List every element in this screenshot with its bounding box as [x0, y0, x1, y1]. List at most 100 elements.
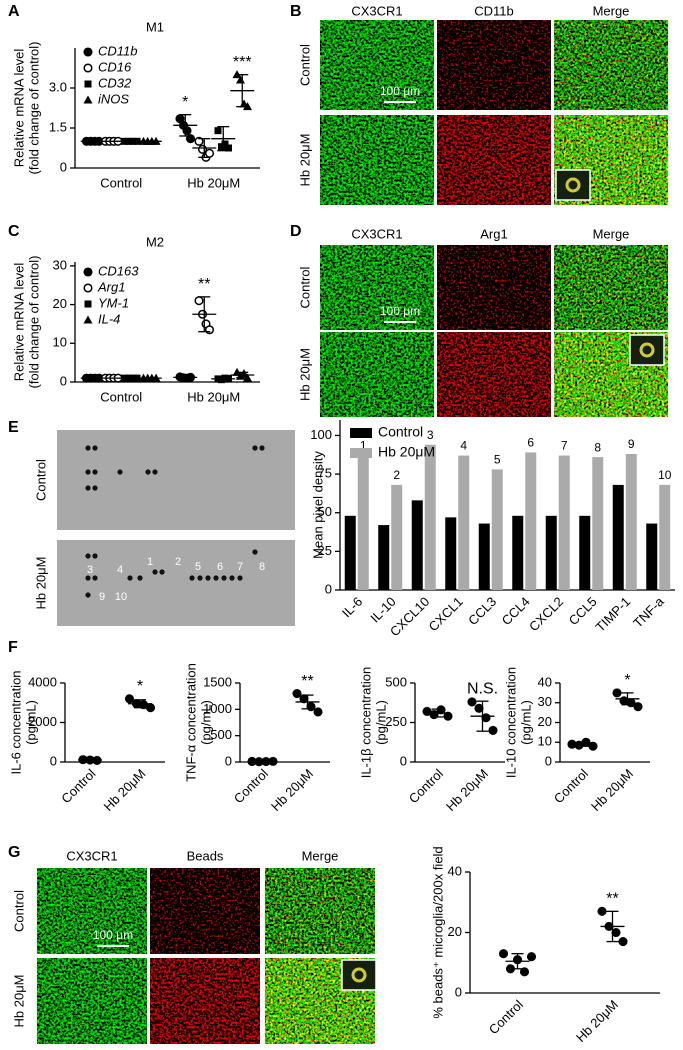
row-label: Hb 20μM: [297, 348, 312, 401]
inset: [555, 169, 591, 201]
array-spot: [92, 445, 98, 451]
significance: *: [624, 672, 630, 689]
bar-label: 1: [360, 439, 367, 453]
row-label: Hb 20μM: [297, 133, 312, 186]
y-axis-label: (pg/mL): [23, 700, 38, 745]
y-tick-label: 500: [385, 674, 407, 689]
x-tick-label: Control: [58, 766, 98, 806]
spot-label: 4: [117, 564, 123, 576]
legend-label: CD16: [98, 59, 132, 74]
micrograph: [265, 868, 375, 954]
spot-label: 2: [175, 556, 181, 568]
panel-letter: B: [290, 3, 302, 20]
bar: [491, 469, 503, 590]
array-spot: [259, 445, 265, 451]
data-point: [292, 688, 302, 699]
x-tick-label: CXCL1: [426, 594, 466, 634]
bar: [512, 515, 524, 590]
column-label: CX3CR1: [351, 3, 402, 18]
data-point: [519, 967, 530, 977]
panel-letter: C: [8, 223, 20, 240]
legend-label: IL-4: [98, 311, 120, 326]
inset-cell: [351, 967, 367, 983]
data-point: [225, 144, 232, 152]
bar: [659, 484, 671, 590]
legend-swatch: [350, 448, 372, 458]
array-spot: [221, 575, 227, 581]
y-tick-label: 0: [50, 753, 57, 768]
significance: ***: [233, 54, 252, 71]
micrograph: [320, 115, 434, 205]
x-tick-label: Hb 20μM: [268, 766, 316, 814]
x-tick-label: Control: [486, 997, 526, 1037]
legend-label: CD32: [98, 75, 132, 90]
array-spot: [85, 445, 91, 451]
data-point: [526, 952, 537, 962]
micrograph: [554, 245, 668, 330]
chart-title: M1: [146, 19, 164, 34]
data-point: [313, 707, 323, 717]
legend-marker: [83, 95, 93, 104]
spot-label: 7: [237, 561, 243, 573]
data-point: [588, 741, 598, 751]
y-tick-label: 1.5: [49, 119, 67, 134]
inset: [341, 959, 377, 991]
bar: [625, 454, 637, 590]
y-tick-label: 10: [538, 734, 552, 749]
row-label: Control: [297, 44, 312, 86]
y-tick-label: 10: [53, 335, 67, 350]
legend-label: Arg1: [97, 279, 125, 294]
column-label: CX3CR1: [66, 848, 117, 863]
data-point: [204, 148, 215, 158]
column-label: Merge: [593, 226, 630, 241]
panel-letter: A: [8, 3, 20, 20]
y-axis-label: % beads⁺ microglia/200x field: [430, 846, 445, 1018]
legend-label: Control: [378, 424, 423, 440]
micrograph: [320, 332, 434, 417]
column-label: Merge: [302, 848, 339, 863]
column-label: CX3CR1: [351, 226, 402, 241]
y-tick-label: 500: [210, 727, 232, 742]
bar: [646, 523, 658, 590]
x-tick-label: Control: [100, 175, 142, 190]
row-label: Control: [11, 890, 26, 932]
array-membrane: [57, 430, 295, 530]
x-tick-label: CCL3: [465, 594, 499, 628]
array-spot: [85, 575, 91, 581]
array-spot: [92, 575, 98, 581]
y-axis-label: (pg/mL): [198, 700, 213, 745]
legend-label: CD11b: [98, 43, 138, 58]
row-label: Hb 20μM: [33, 556, 48, 609]
array-spot: [85, 469, 91, 475]
array-spot: [85, 485, 91, 491]
data-point: [204, 325, 215, 335]
panel-letter: G: [8, 844, 20, 861]
y-tick-label: 40: [448, 863, 462, 878]
bar: [458, 455, 470, 590]
bar-label: 6: [527, 436, 534, 450]
bar-label: 4: [460, 439, 467, 453]
array-spot: [229, 575, 235, 581]
micrograph: [37, 868, 147, 954]
micrograph: [437, 245, 551, 330]
data-point: [194, 136, 204, 146]
array-spot: [189, 575, 195, 581]
array-spot: [92, 553, 98, 559]
y-tick-label: 2000: [28, 714, 57, 729]
significance: **: [198, 276, 210, 293]
y-tick-label: 20: [448, 924, 462, 939]
x-tick-label: TNF-a: [630, 593, 667, 630]
y-axis-label: Relative mRNA level: [11, 49, 26, 168]
data-point: [481, 713, 491, 723]
column-label: Beads: [187, 848, 224, 863]
legend-label: iNOS: [98, 91, 129, 106]
bar-label: 5: [494, 453, 501, 467]
array-spot: [85, 592, 91, 598]
bar: [445, 517, 457, 590]
data-point: [474, 703, 484, 713]
array-spot: [237, 575, 243, 581]
bar: [558, 455, 570, 590]
bar: [424, 444, 436, 590]
legend-marker: [83, 63, 93, 73]
y-axis-label: (pg/mL): [518, 700, 533, 745]
